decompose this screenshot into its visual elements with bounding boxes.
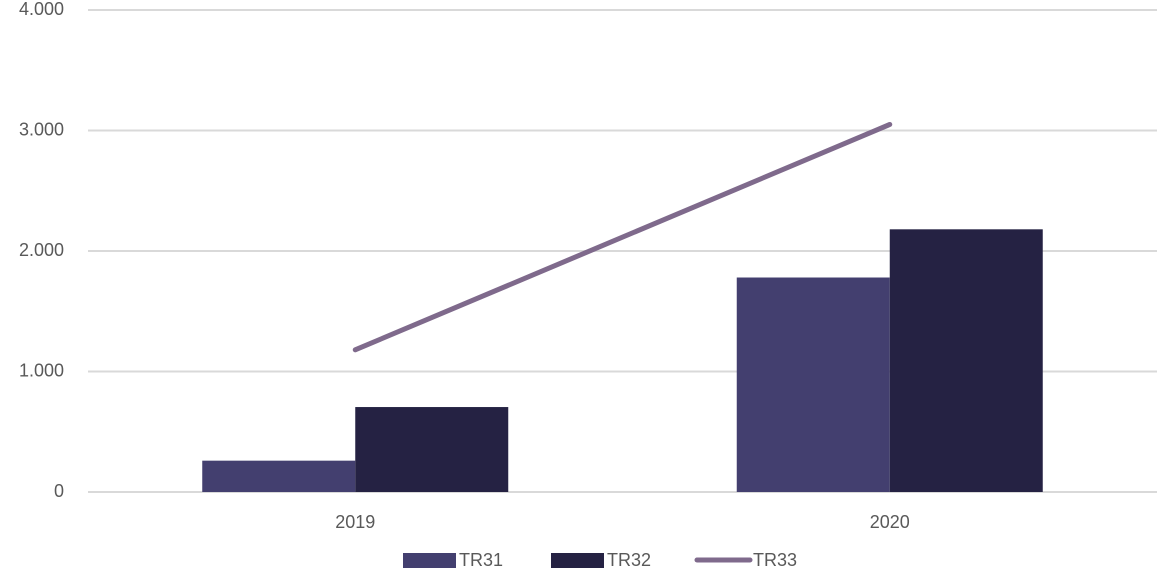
line-series xyxy=(352,121,893,353)
y-tick-label: 0 xyxy=(54,481,64,501)
y-tick-label: 4.000 xyxy=(19,0,64,19)
bar xyxy=(736,277,890,492)
bar xyxy=(202,460,356,492)
legend-swatch xyxy=(403,553,456,568)
legend-label: TR31 xyxy=(459,550,503,570)
x-tick-label: 2019 xyxy=(335,512,375,532)
x-tick-label: 2020 xyxy=(870,512,910,532)
bar xyxy=(355,407,509,492)
bar xyxy=(889,229,1043,492)
legend-label: TR33 xyxy=(753,550,797,570)
y-tick-label: 1.000 xyxy=(19,360,64,380)
y-tick-label: 3.000 xyxy=(19,119,64,139)
legend-swatch xyxy=(551,553,604,568)
legend-label: TR32 xyxy=(607,550,651,570)
y-tick-label: 2.000 xyxy=(19,240,64,260)
